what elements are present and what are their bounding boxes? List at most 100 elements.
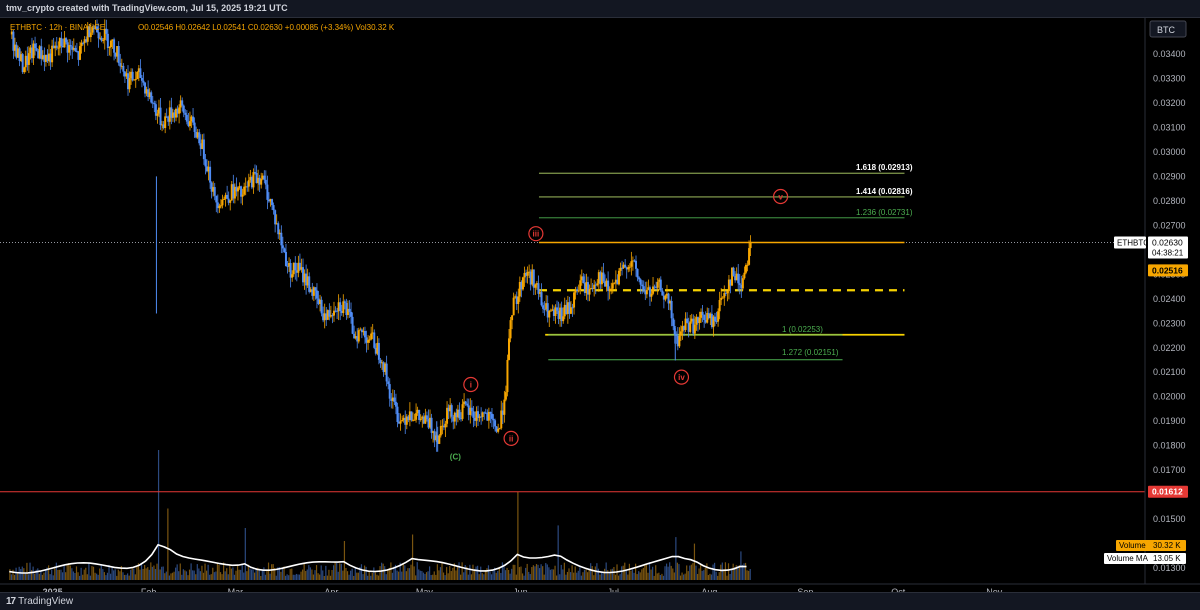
candle-body [356, 336, 359, 342]
price-tick-label: 0.02300 [1153, 318, 1186, 328]
volume-bar [337, 571, 339, 580]
volume-bar [506, 567, 508, 580]
drawing-lines [0, 172, 1145, 493]
volume-bar [40, 571, 42, 580]
current-price-value: 0.02630 [1152, 237, 1183, 247]
candle-body [212, 187, 215, 192]
candle-body [96, 26, 99, 33]
volume-bar [396, 570, 398, 580]
candle-body [700, 311, 703, 318]
volume-bar [692, 563, 694, 580]
candle-body [552, 309, 555, 316]
candle-body [678, 335, 681, 347]
volume-bar [686, 565, 688, 580]
volume-bar [139, 569, 141, 580]
candle-body [215, 195, 218, 203]
volume-bar [707, 575, 709, 580]
candle-body [384, 363, 387, 372]
candle-body [210, 182, 213, 192]
volume-bar [690, 564, 692, 580]
volume-bar [111, 567, 113, 580]
candle-body [151, 102, 154, 104]
volume-bar [518, 567, 521, 580]
candle-body [261, 175, 264, 180]
volume-bar [687, 571, 689, 580]
candle-body [65, 38, 68, 43]
volume-bar [148, 569, 150, 580]
candle-body [328, 310, 331, 317]
volume-tag-value: 30.32 K [1153, 541, 1181, 550]
candle-body [75, 50, 78, 52]
candle-body [537, 283, 540, 294]
volume-bar [494, 567, 496, 580]
volume-bar [264, 574, 267, 580]
candle-body [611, 283, 614, 289]
candle-body [71, 46, 74, 50]
volume-bar [405, 571, 407, 580]
candle-body [498, 428, 501, 430]
candle-body [473, 417, 476, 421]
candle-body [459, 418, 462, 420]
candle-body [350, 311, 353, 317]
volume-bar [229, 564, 231, 580]
volume-bar [650, 569, 652, 580]
volume-bar [717, 575, 719, 580]
candle-body [597, 272, 600, 284]
price-chart[interactable]: 1.618 (0.02913) 1.414 (0.02816) 1.236 (0.0… [0, 18, 1200, 597]
volume-bar [425, 572, 428, 580]
candle-body [731, 267, 734, 286]
candle-body [257, 177, 260, 184]
candle-body [511, 315, 514, 321]
volume-bar [432, 574, 434, 580]
candle-body [340, 310, 343, 314]
candle-body [371, 332, 374, 334]
candle-body [145, 89, 148, 94]
volume-bar [216, 563, 219, 580]
candle-body [478, 416, 481, 418]
volume-bar [477, 565, 479, 580]
volume-bar [325, 565, 327, 580]
chart-area[interactable]: 1.618 (0.02913) 1.414 (0.02816) 1.236 (0.0… [0, 18, 1200, 597]
volume-bar [743, 563, 745, 580]
volume-bar [329, 575, 332, 580]
candle-body [645, 289, 648, 295]
volume-bar [72, 571, 74, 580]
candle-body [405, 416, 408, 425]
candle-body [32, 43, 35, 59]
symbol-tag-label: ETHBTC [1117, 238, 1149, 247]
currency-box-frame [1149, 20, 1187, 38]
volume-bar [399, 562, 401, 580]
volume-bar [354, 567, 356, 580]
candle-body [336, 310, 339, 312]
volume-bar [490, 574, 493, 580]
candle-body [18, 48, 21, 62]
candle-body [105, 28, 108, 34]
volume-bar [105, 575, 107, 580]
volume-bar [411, 534, 414, 580]
candle-body [467, 405, 470, 415]
volume-bar [484, 569, 486, 580]
candle-body [703, 314, 706, 320]
candle-body [494, 420, 497, 427]
volume-bar [71, 568, 73, 580]
candle-body [713, 316, 716, 322]
candle-body [556, 307, 559, 311]
volume-bar [599, 574, 601, 580]
volume-bar [734, 567, 736, 580]
volume-ma-tag-value: 13.05 K [1153, 554, 1181, 563]
volume-bar [100, 564, 102, 580]
candle-body [681, 326, 684, 332]
candle-body [243, 186, 246, 195]
candle-body [723, 293, 726, 298]
volume-bar [475, 566, 477, 580]
volume-bar [641, 569, 643, 580]
volume-bar [99, 568, 101, 580]
candle-body [308, 276, 311, 292]
volume-bar [470, 574, 473, 580]
candle-body [108, 46, 111, 49]
candle-body [102, 39, 105, 41]
volume-bar [34, 573, 36, 580]
candle-body [264, 179, 267, 185]
candle-body [650, 293, 653, 297]
volume-bar [374, 572, 377, 580]
